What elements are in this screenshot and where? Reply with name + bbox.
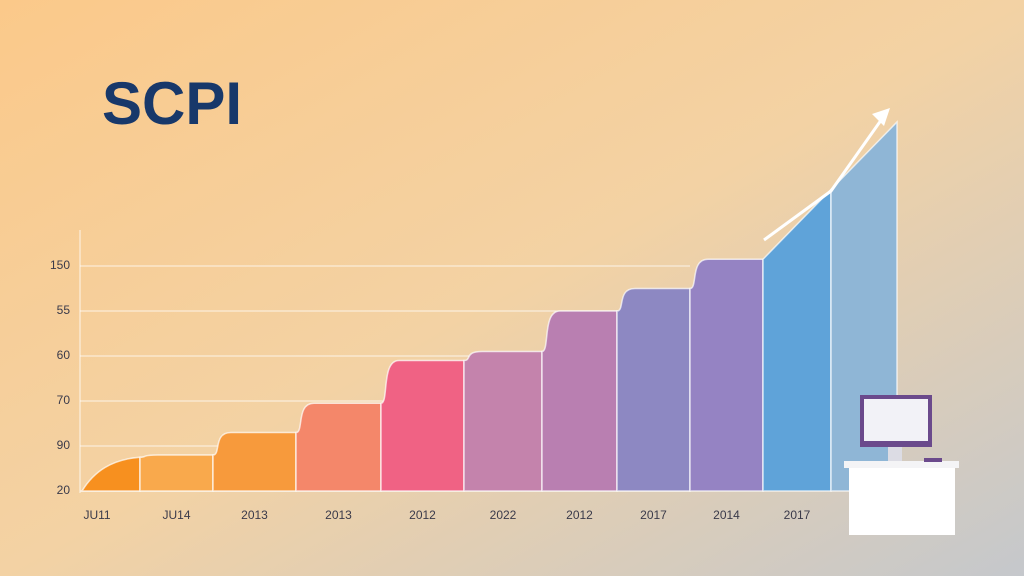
y-tick-label: 90 (57, 438, 71, 452)
desk (849, 465, 955, 535)
y-tick-label: 150 (50, 258, 70, 272)
step-segment (380, 359, 465, 492)
y-tick-label: 55 (57, 303, 71, 317)
x-tick-label: 2017 (640, 508, 667, 522)
trend-arrow (763, 115, 886, 242)
x-tick-label: JU11 (83, 508, 110, 522)
chart-title: SCPI (102, 70, 242, 137)
y-tick-label: 60 (57, 348, 71, 362)
x-tick-label: 2022 (490, 508, 517, 522)
x-tick-label: 2012 (409, 508, 436, 522)
step-segment (139, 454, 214, 492)
step-segment (212, 431, 297, 492)
x-tick-label: 2012 (566, 508, 593, 522)
computer-illustration (844, 395, 959, 535)
x-tick-label: 2017 (784, 508, 811, 522)
step-segment (295, 402, 382, 492)
monitor-stand (888, 447, 902, 461)
arrow-head (872, 108, 890, 126)
step-segment (541, 310, 618, 492)
y-tick-label: 70 (57, 393, 71, 407)
x-tick-label: 2014 (713, 508, 740, 522)
step-segment (689, 258, 764, 492)
step-segment (616, 287, 691, 492)
screen (864, 399, 928, 441)
x-tick-label: 2013 (241, 508, 268, 522)
step-segment (463, 350, 543, 492)
x-tick-label: 2013 (325, 508, 352, 522)
desk-top (844, 461, 959, 468)
y-tick-label: 20 (57, 483, 71, 497)
x-tick-label: JU14 (162, 508, 190, 522)
keyboard (924, 458, 942, 462)
